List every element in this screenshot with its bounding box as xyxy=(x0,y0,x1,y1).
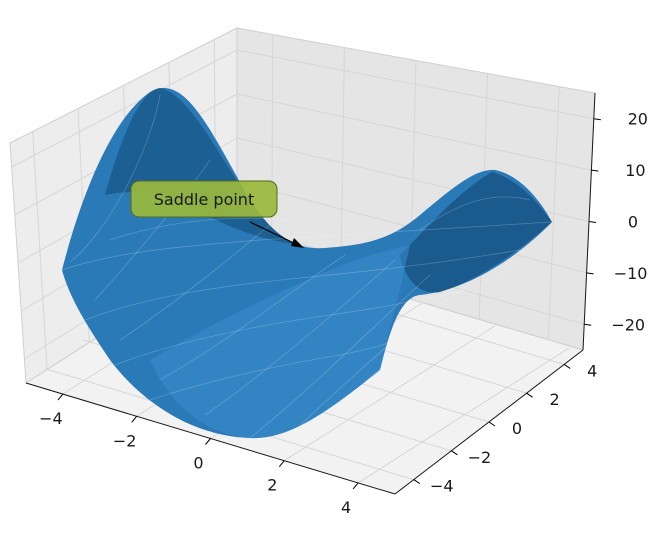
annotation-box xyxy=(130,180,278,218)
saddle-point-annotation: Saddle point xyxy=(130,180,304,248)
z-tick xyxy=(588,221,597,223)
x-tick-label: 0 xyxy=(193,454,203,473)
wire-line xyxy=(114,289,471,366)
wire-line xyxy=(149,339,396,401)
wire-line xyxy=(419,196,531,231)
wire-line xyxy=(119,224,271,341)
y-tick xyxy=(526,392,533,398)
z-tick-label: −20 xyxy=(611,315,645,334)
x-tick xyxy=(205,438,211,445)
y-tick xyxy=(413,479,421,485)
z-tick xyxy=(586,272,594,275)
y-tick-label: −4 xyxy=(430,477,454,496)
x-tick-label: 2 xyxy=(267,476,277,495)
y-tick xyxy=(488,421,496,427)
z-tick-label: 0 xyxy=(628,213,638,232)
wire-line xyxy=(109,217,291,241)
x-tick xyxy=(57,393,64,401)
x-tick-label: −4 xyxy=(39,409,63,428)
tick-marks xyxy=(57,118,601,490)
y-tick xyxy=(451,450,458,456)
wire-line xyxy=(204,259,396,416)
annotation-text: Saddle point xyxy=(154,190,254,209)
surface-shade-right xyxy=(400,172,552,293)
y-tick-label: 4 xyxy=(587,361,597,380)
annotation-arrow-line xyxy=(249,221,301,247)
z-grid-line-right xyxy=(236,49,594,120)
z-tick xyxy=(593,118,601,121)
surface-highlight-front xyxy=(150,245,410,439)
x-tick xyxy=(131,415,138,423)
wire-line xyxy=(159,254,346,381)
z-tick-label: −10 xyxy=(614,264,648,283)
wire-line xyxy=(299,284,471,426)
z-tick xyxy=(591,169,599,172)
annotation-arrowhead xyxy=(291,238,304,248)
z-tick-label: 20 xyxy=(628,110,648,129)
wire-line xyxy=(249,274,431,439)
y-tick-label: −2 xyxy=(468,448,492,467)
z-tick-label: 10 xyxy=(625,161,645,180)
x-tick-label: −2 xyxy=(113,431,137,450)
x-tick-label: 4 xyxy=(341,498,351,517)
x-grid-line xyxy=(357,347,570,484)
wire-line xyxy=(94,159,211,301)
z-tick xyxy=(584,323,592,326)
y-tick-label: 2 xyxy=(550,390,560,409)
z-grid-line-left xyxy=(11,49,238,168)
x-grid-line xyxy=(284,325,496,462)
wire-line xyxy=(69,94,161,263)
surface-wireframe xyxy=(61,94,553,439)
z-grid-line-right xyxy=(236,93,592,171)
wire-line xyxy=(61,221,553,271)
y-tick-label: 0 xyxy=(512,419,522,438)
wire-line xyxy=(344,259,521,401)
wire-line xyxy=(84,249,521,321)
y-tick xyxy=(563,363,571,369)
x-tick xyxy=(352,482,359,490)
x-tick xyxy=(278,460,285,468)
